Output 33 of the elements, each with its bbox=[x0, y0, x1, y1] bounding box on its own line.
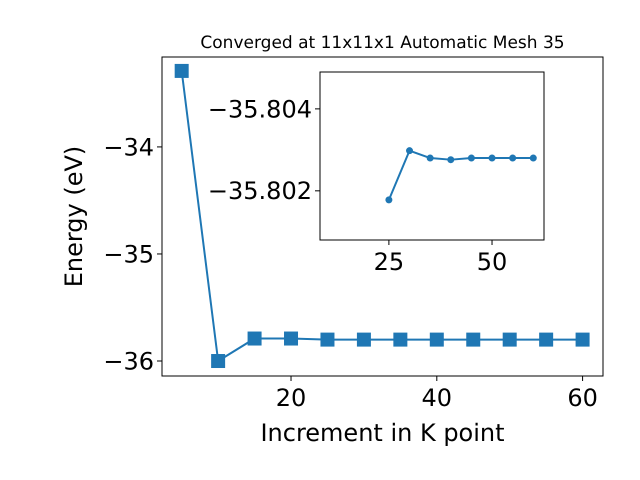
point bbox=[356, 332, 371, 347]
y-axis-title: Energy (eV) bbox=[60, 146, 88, 288]
point bbox=[488, 154, 496, 162]
point bbox=[211, 354, 226, 368]
point bbox=[539, 332, 554, 347]
y-tick-label: −34 bbox=[103, 133, 154, 162]
point bbox=[393, 332, 408, 347]
point bbox=[426, 154, 434, 162]
point bbox=[502, 332, 517, 347]
point bbox=[385, 196, 392, 204]
point bbox=[530, 154, 537, 162]
point bbox=[320, 332, 334, 347]
y-tick-label: −35.802 bbox=[208, 177, 312, 206]
point bbox=[284, 332, 298, 346]
y-tick-label: −36 bbox=[103, 347, 154, 376]
y-tick-label: −35 bbox=[103, 240, 154, 268]
x-tick-label: 60 bbox=[567, 384, 598, 412]
point bbox=[509, 154, 516, 162]
x-tick-label: 50 bbox=[476, 248, 508, 276]
x-axis-title: Increment in K point bbox=[260, 419, 505, 447]
point bbox=[248, 332, 262, 346]
point bbox=[174, 64, 189, 78]
point bbox=[466, 332, 480, 347]
x-tick-label: 25 bbox=[374, 248, 404, 276]
point bbox=[406, 147, 414, 154]
point bbox=[447, 156, 454, 164]
point bbox=[430, 332, 444, 347]
x-tick-label: 20 bbox=[276, 384, 306, 412]
y-tick-label: −35.804 bbox=[208, 95, 312, 124]
point bbox=[468, 154, 475, 162]
chart-title: Converged at 11x11x1 Automatic Mesh 35 bbox=[200, 33, 565, 53]
point bbox=[576, 332, 590, 347]
x-tick-label: 40 bbox=[422, 384, 452, 412]
